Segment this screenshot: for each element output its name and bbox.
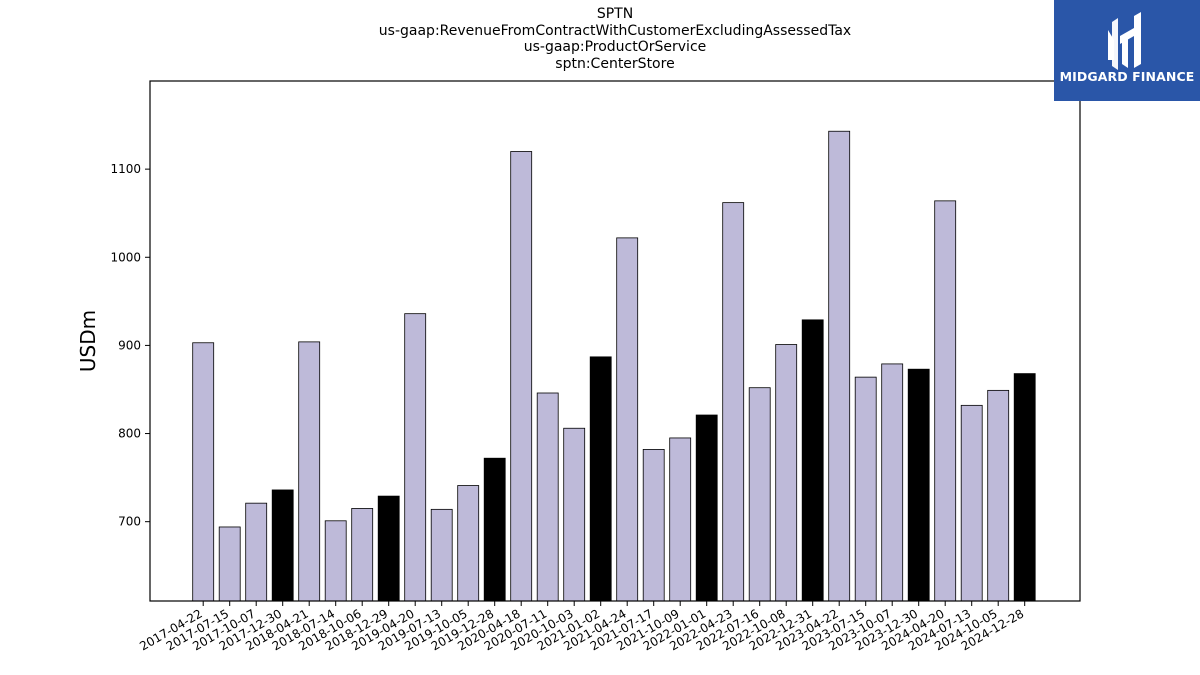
bar-2023-04-22	[828, 130, 851, 602]
y-axis-label: USDm	[76, 310, 100, 372]
bar-2022-12-31	[801, 319, 824, 602]
bar-2019-12-28	[483, 457, 506, 602]
bar-2017-07-15	[218, 526, 241, 602]
bar-2023-10-07	[881, 363, 904, 602]
bar-2023-12-30	[907, 368, 930, 602]
bar-2020-07-11	[536, 392, 559, 602]
logo-text: MIDGARD FINANCE	[1059, 69, 1195, 84]
title-line-ticker: SPTN	[596, 6, 634, 22]
chart-title: SPTN us-gaap:RevenueFromContractWithCust…	[150, 6, 1080, 72]
bar-2020-04-18	[510, 151, 533, 602]
bar-2019-10-05	[457, 485, 480, 602]
bar-2024-10-05	[987, 389, 1010, 602]
title-line-axis: us-gaap:ProductOrService	[523, 39, 707, 55]
bar-2018-10-06	[351, 508, 374, 602]
bar-2021-01-02	[589, 356, 612, 602]
bar-2021-07-17	[642, 449, 665, 602]
title-line-member: sptn:CenterStore	[555, 55, 675, 72]
bar-2022-01-01	[695, 414, 718, 602]
y-tick-label: 1000	[110, 250, 141, 264]
bar-2018-12-29	[377, 495, 400, 602]
bar-2017-10-07	[245, 502, 268, 602]
bar-2019-04-20	[404, 313, 427, 602]
bar-2021-10-09	[669, 437, 692, 602]
title-line-concept: us-gaap:RevenueFromContractWithCustomerE…	[378, 22, 852, 39]
bar-2022-07-16	[748, 387, 771, 602]
bar-2020-10-03	[563, 427, 586, 602]
bar-2019-07-13	[430, 508, 453, 602]
y-tick-label: 700	[118, 515, 141, 529]
bar-2017-04-22	[192, 342, 215, 602]
y-tick-label: 1100	[110, 162, 141, 176]
bar-2023-07-15	[854, 376, 877, 602]
midgard-logo-icon	[1108, 12, 1141, 70]
y-tick-label: 800	[118, 427, 141, 441]
y-tick-label: 900	[118, 338, 141, 352]
bar-2024-07-13	[960, 404, 983, 602]
bar-2018-04-21	[298, 341, 321, 602]
bar-2022-04-23	[722, 202, 745, 602]
midgard-finance-logo: MIDGARD FINANCE	[1054, 0, 1200, 101]
bar-2018-07-14	[324, 520, 347, 602]
bar-2021-04-24	[616, 237, 639, 602]
plot-frame	[149, 80, 1081, 602]
bar-2017-12-30	[271, 489, 294, 602]
bar-2022-10-08	[775, 344, 798, 602]
bar-2024-04-20	[934, 200, 957, 602]
bar-2024-12-28	[1013, 373, 1036, 602]
